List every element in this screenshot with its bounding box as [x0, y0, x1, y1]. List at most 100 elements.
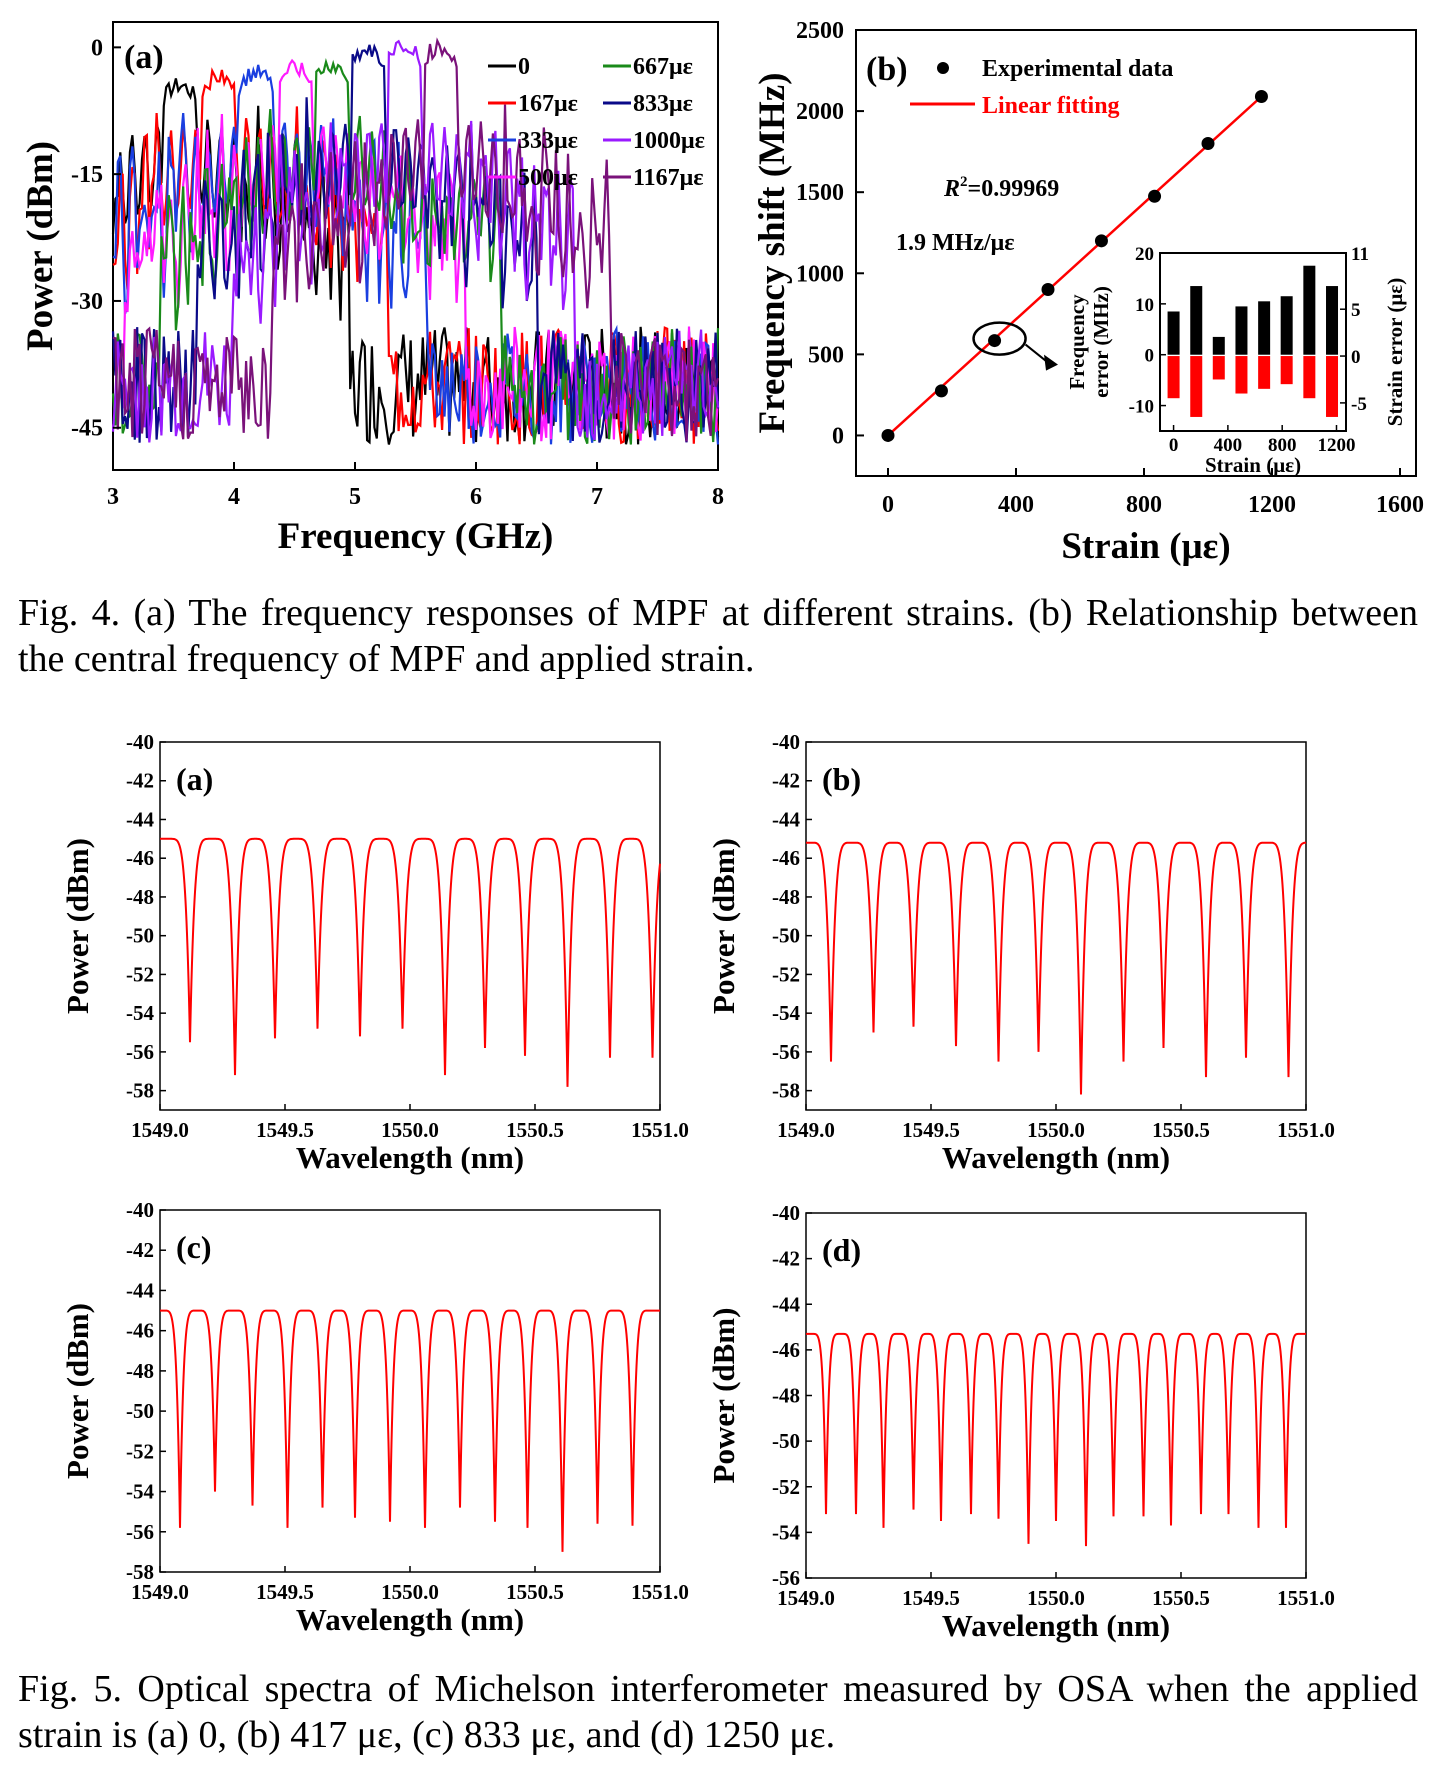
- fig4b-inset-bar-frequency: [1303, 265, 1316, 355]
- fig5-ytick-label: -40: [772, 730, 800, 754]
- fig4b-ytick-label: 1000: [796, 261, 844, 287]
- fig4a-legend-label: 1167με: [633, 165, 704, 191]
- fig4b-highlight-ellipse: [972, 321, 1027, 356]
- fig5-xtick-label: 1551.0: [1277, 1586, 1335, 1610]
- fig5c-panel: 1549.0 1549.5 1550.0 1550.5 1551.0 -40 -42 -44 -…: [60, 1198, 689, 1637]
- fig5-ytick-label: -42: [126, 769, 154, 793]
- fig4b-r2-annotation: R2=0.99969: [943, 174, 1059, 202]
- fig4b-inset-xtick-label: 0: [1169, 435, 1179, 456]
- fig4b-inset-ytick-left-label: 0: [1145, 346, 1155, 367]
- fig5-xtick-label: 1549.5: [256, 1118, 314, 1142]
- fig4b-inset-bar-strain: [1303, 356, 1316, 399]
- fig5-xlabel: Wavelength (nm): [942, 1140, 1170, 1175]
- fig4b-inset-bar-frequency: [1235, 306, 1248, 355]
- fig4b-inset-ytick-left-label: 10: [1135, 295, 1154, 316]
- fig4a-ylabel: Power (dBm): [20, 141, 61, 351]
- fig5-ytick-label: -52: [772, 1475, 800, 1499]
- fig4b-data-point: [1094, 234, 1108, 248]
- fig5-ytick-label: -54: [126, 1001, 154, 1025]
- fig4b-r2-symbol: R: [943, 176, 960, 202]
- fig4-caption: Fig. 4. (a) The frequency responses of M…: [18, 592, 1418, 680]
- fig4b-data-point: [1254, 89, 1268, 103]
- fig5-spectrum-line: [806, 1332, 1306, 1547]
- fig4a-ytick-label: 0: [91, 35, 103, 61]
- fig4b-inset-bar-strain: [1235, 356, 1248, 394]
- fig5d-panel: 1549.0 1549.5 1550.0 1550.5 1551.0 -40 -42 -44 -…: [706, 1201, 1335, 1643]
- fig5-xtick-label: 1550.0: [381, 1118, 439, 1142]
- fig5-xtick-label: 1549.0: [131, 1580, 189, 1604]
- fig4b-inset-ytick-right-label: 0: [1351, 347, 1361, 368]
- fig4b-inset-xtick-label: 400: [1214, 435, 1243, 456]
- fig4b-inset-bar-frequency: [1326, 286, 1339, 355]
- fig5-ytick-label: -44: [126, 1278, 154, 1302]
- fig4a-frame: [112, 21, 719, 471]
- fig5-xtick-label: 1550.5: [506, 1118, 564, 1142]
- fig4b-r2-superscript: 2: [960, 174, 968, 190]
- fig5-ylabel: Power (dBm): [60, 838, 95, 1014]
- fig5-ytick-label: -40: [126, 730, 154, 754]
- fig5-xtick-label: 1549.5: [256, 1580, 314, 1604]
- fig5-spectrum-line: [806, 841, 1307, 1095]
- fig5-xtick-label: 1549.0: [777, 1586, 835, 1610]
- fig4b-ytick-label: 500: [808, 342, 844, 368]
- fig5-frame: [159, 1209, 661, 1573]
- fig4a-ytick-label: -30: [71, 289, 103, 315]
- fig4a-legend-label: 167με: [518, 91, 578, 117]
- fig5-ytick-label: -58: [772, 1079, 800, 1103]
- fig5-ytick-label: -46: [126, 846, 154, 870]
- fig4b-inset-xtick-label: 1200: [1317, 435, 1355, 456]
- fig4a-ytick-label: -15: [71, 162, 103, 188]
- fig4a-ytick-label: -45: [71, 416, 103, 442]
- fig4b-data-point: [1148, 189, 1162, 203]
- fig4b-arrow-head: [1044, 354, 1058, 371]
- fig5-xlabel: Wavelength (nm): [942, 1608, 1170, 1643]
- fig4b-inset-ytick-right-label: -5: [1351, 394, 1367, 415]
- fig4b-legend-points-label: Experimental data: [982, 56, 1173, 82]
- fig4a-legend-label: 500με: [518, 165, 578, 191]
- fig5-ytick-label: -48: [126, 885, 154, 909]
- fig5-ytick-label: -42: [772, 1247, 800, 1271]
- fig5-xlabel: Wavelength (nm): [296, 1602, 524, 1637]
- fig5-ytick-label: -50: [772, 924, 800, 948]
- fig5-ytick-label: -52: [126, 1439, 154, 1463]
- fig4b-inset-bar-strain: [1326, 356, 1339, 417]
- fig5-xtick-label: 1551.0: [631, 1580, 689, 1604]
- fig5-xtick-label: 1549.0: [131, 1118, 189, 1142]
- fig4b-xtick-label: 1200: [1248, 492, 1296, 518]
- fig5-ytick-label: -48: [772, 1384, 800, 1408]
- fig5-xtick-label: 1550.0: [1027, 1586, 1085, 1610]
- fig5-caption: Fig. 5. Optical spectra of Michelson int…: [18, 1668, 1418, 1756]
- fig5-xtick-label: 1551.0: [1277, 1118, 1335, 1142]
- fig4b-inset-bar-frequency: [1190, 286, 1203, 355]
- fig4b-inset-bar-frequency: [1212, 336, 1225, 355]
- fig5-panel-label: (a): [176, 761, 213, 797]
- fig5-ytick-label: -44: [126, 807, 154, 831]
- fig4b-data-point: [881, 428, 895, 442]
- fig4b-data-point: [1041, 282, 1055, 296]
- fig4a-legend-label: 1000με: [633, 128, 705, 154]
- fig4b-legend-point-marker: [937, 62, 949, 74]
- fig4b-inset-bar-strain: [1190, 356, 1203, 417]
- fig5-xtick-label: 1550.0: [381, 1580, 439, 1604]
- fig5-ytick-label: -42: [772, 769, 800, 793]
- fig5-ytick-label: -44: [772, 807, 800, 831]
- fig5-ylabel: Power (dBm): [60, 1303, 95, 1479]
- fig5-ytick-label: -54: [126, 1480, 154, 1504]
- fig5-xtick-label: 1549.5: [902, 1586, 960, 1610]
- fig4b-xlabel: Strain (με): [1061, 526, 1230, 567]
- fig5-xtick-label: 1550.5: [506, 1580, 564, 1604]
- fig4a-series-line: [111, 39, 720, 443]
- fig4b-xtick-label: 400: [998, 492, 1034, 518]
- fig5-ytick-label: -40: [126, 1198, 154, 1222]
- fig4a-xtick-label: 7: [591, 484, 603, 510]
- fig4b-inset-ytick-left-label: -10: [1129, 397, 1154, 418]
- fig4b-ytick-label: 0: [832, 423, 844, 449]
- fig4b-data-point: [934, 384, 948, 398]
- fig5a-panel: 1549.0 1549.5 1550.0 1550.5 1551.0 -40 -42 -44 -…: [60, 730, 689, 1175]
- fig5-xtick-label: 1549.5: [902, 1118, 960, 1142]
- fig4b-frame: [855, 29, 1417, 477]
- fig5-ytick-label: -58: [126, 1079, 154, 1103]
- fig4a-legend-label: 667με: [633, 54, 693, 80]
- fig5-ytick-label: -54: [772, 1001, 800, 1025]
- fig4b-inset-frame: [1159, 252, 1347, 432]
